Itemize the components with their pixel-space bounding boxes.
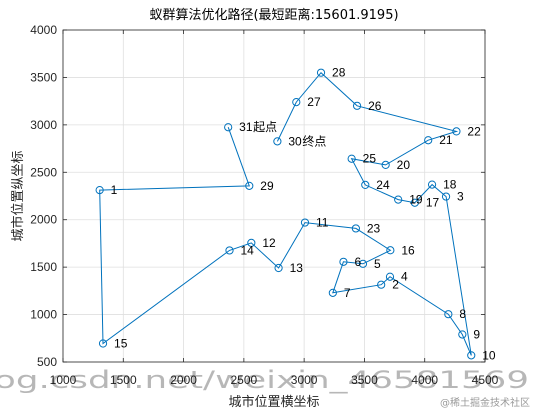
city-label-23: 23 bbox=[367, 221, 381, 235]
city-label-6: 6 bbox=[354, 255, 361, 269]
x-tick-label: 1000 bbox=[50, 373, 77, 387]
x-axis-label: 城市位置横坐标 bbox=[228, 394, 319, 410]
city-label-22: 22 bbox=[467, 124, 481, 138]
city-label-1: 1 bbox=[111, 183, 118, 197]
city-marker-28 bbox=[316, 68, 326, 77]
city-marker-26 bbox=[352, 101, 362, 110]
city-marker-18 bbox=[427, 180, 437, 189]
city-marker-13 bbox=[274, 263, 283, 273]
city-label-14: 14 bbox=[241, 243, 255, 257]
city-label-16: 16 bbox=[401, 243, 415, 257]
city-label-3: 3 bbox=[457, 190, 464, 204]
y-axis-label: 城市位置纵坐标 bbox=[10, 150, 26, 241]
watermark-text: og.csdn.net/weixin_46581569 bbox=[0, 366, 529, 394]
city-marker-7 bbox=[328, 288, 337, 297]
annotation-end: 终点 bbox=[302, 133, 326, 148]
city-label-13: 13 bbox=[290, 261, 304, 275]
city-labels: 1234567891011121314151617181920212223242… bbox=[111, 66, 496, 363]
credit-text: @稀土掘金技术社区 bbox=[440, 396, 530, 409]
city-marker-5 bbox=[358, 259, 368, 268]
city-marker-15 bbox=[98, 339, 108, 348]
x-tick-label: 4000 bbox=[411, 373, 438, 387]
city-label-17: 17 bbox=[426, 196, 440, 210]
city-marker-8 bbox=[444, 310, 453, 319]
y-tick-label: 1500 bbox=[30, 260, 57, 274]
city-marker-22 bbox=[452, 127, 461, 136]
y-tick-label: 2500 bbox=[30, 165, 57, 179]
city-marker-31 bbox=[224, 123, 233, 132]
city-label-21: 21 bbox=[439, 133, 453, 147]
axes-box bbox=[62, 29, 486, 363]
city-markers bbox=[95, 68, 476, 360]
y-tick-label: 500 bbox=[37, 355, 57, 369]
city-label-18: 18 bbox=[443, 178, 457, 192]
x-tick-label: 3000 bbox=[291, 373, 318, 387]
city-marker-6 bbox=[339, 257, 348, 266]
route-line-group bbox=[99, 71, 472, 356]
city-label-20: 20 bbox=[397, 158, 411, 172]
annotation-start: 起点 bbox=[253, 120, 277, 134]
city-marker-25 bbox=[347, 154, 356, 163]
city-marker-17 bbox=[410, 198, 419, 207]
y-tick-label: 1000 bbox=[30, 308, 57, 322]
city-marker-30 bbox=[273, 137, 282, 146]
route-line bbox=[99, 71, 472, 356]
city-marker-4 bbox=[385, 272, 395, 281]
city-label-11: 11 bbox=[316, 216, 329, 230]
city-marker-1 bbox=[95, 186, 104, 195]
city-label-8: 8 bbox=[459, 307, 466, 321]
city-label-29: 29 bbox=[260, 179, 274, 193]
y-tick-label: 3500 bbox=[30, 70, 57, 84]
city-label-12: 12 bbox=[262, 236, 276, 250]
city-label-4: 4 bbox=[401, 270, 408, 284]
y-tick-label: 4000 bbox=[30, 23, 57, 37]
city-marker-19 bbox=[394, 195, 403, 204]
city-label-15: 15 bbox=[114, 337, 128, 351]
city-label-27: 27 bbox=[307, 95, 321, 109]
city-marker-16 bbox=[386, 246, 395, 255]
city-marker-20 bbox=[381, 160, 390, 169]
axes-background bbox=[63, 30, 485, 362]
city-label-19: 19 bbox=[409, 193, 423, 207]
city-label-24: 24 bbox=[376, 178, 390, 192]
city-marker-11 bbox=[300, 218, 310, 227]
city-label-7: 7 bbox=[344, 286, 351, 300]
city-marker-10 bbox=[467, 351, 476, 360]
city-marker-29 bbox=[245, 181, 254, 190]
city-label-31: 31 bbox=[239, 120, 253, 134]
city-label-30: 30 bbox=[288, 134, 302, 148]
x-tick-label: 4500 bbox=[472, 373, 499, 387]
city-label-9: 9 bbox=[473, 327, 480, 341]
city-marker-12 bbox=[247, 238, 256, 247]
y-tick-label: 3000 bbox=[30, 118, 57, 132]
city-label-5: 5 bbox=[374, 257, 381, 271]
city-marker-24 bbox=[361, 180, 370, 190]
chart-title: 蚁群算法优化路径(最短距离:15601.9195) bbox=[149, 7, 398, 23]
city-marker-27 bbox=[292, 97, 301, 107]
city-marker-21 bbox=[424, 136, 433, 145]
city-marker-3 bbox=[441, 192, 451, 201]
city-label-2: 2 bbox=[392, 278, 399, 292]
x-tick-label: 1500 bbox=[110, 373, 137, 387]
x-tick-label: 2000 bbox=[170, 373, 197, 387]
x-tick-label: 2500 bbox=[231, 373, 258, 387]
city-label-26: 26 bbox=[368, 99, 382, 113]
city-marker-23 bbox=[351, 224, 360, 233]
city-marker-9 bbox=[458, 330, 467, 339]
axis-ticks: 1000 1500 2000 2500 3000 3500 4000 4500 500 1000 1… bbox=[30, 23, 498, 387]
city-label-25: 25 bbox=[363, 152, 377, 166]
x-tick-label: 3500 bbox=[351, 373, 378, 387]
city-label-28: 28 bbox=[332, 66, 346, 80]
city-marker-2 bbox=[377, 280, 386, 289]
y-tick-label: 2000 bbox=[30, 213, 57, 227]
city-label-10: 10 bbox=[482, 348, 496, 362]
city-marker-14 bbox=[225, 246, 234, 255]
